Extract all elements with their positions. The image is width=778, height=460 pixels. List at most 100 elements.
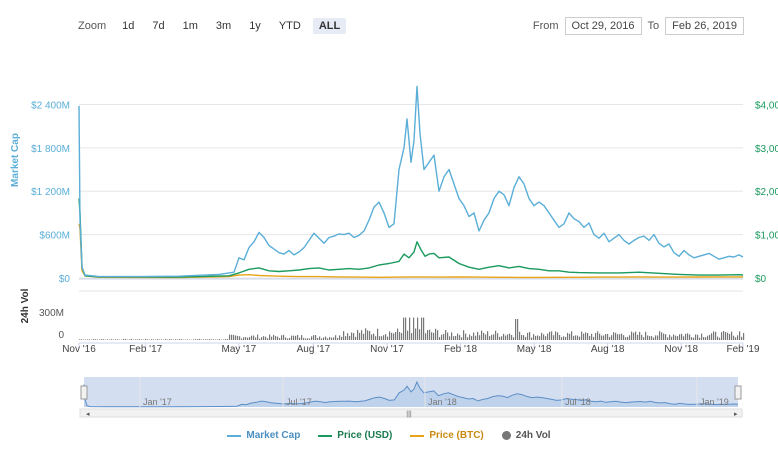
volume-bar (357, 329, 359, 340)
navigator-right-handle[interactable] (734, 385, 742, 400)
zoom-1y-button[interactable]: 1y (249, 20, 261, 32)
volume-bar (687, 333, 689, 340)
volume-bar (335, 335, 337, 340)
market-cap-swatch (227, 434, 242, 437)
volume-bar (339, 335, 341, 340)
zoom-1d-button[interactable]: 1d (122, 20, 135, 32)
volume-bar (275, 336, 277, 340)
volume-bar (737, 335, 739, 340)
volume-bar (375, 336, 377, 340)
volume-bar (265, 336, 267, 340)
volume-bar (631, 331, 633, 340)
y-left-tick-label: $600M (39, 231, 70, 242)
legend-item-market-cap[interactable]: Market Cap (227, 430, 300, 441)
volume-bar (161, 339, 163, 340)
volume-bar (251, 335, 253, 340)
volume-bar (425, 333, 427, 340)
volume-bar (633, 332, 635, 340)
volume-bar (197, 339, 199, 340)
zoom-ytd-button[interactable]: YTD (278, 20, 301, 32)
x-tick-label: Nov '17 (370, 344, 404, 355)
volume-bar (657, 335, 659, 340)
volume-bar (615, 332, 617, 340)
volume-axis-ticks: 300M 0 (39, 308, 64, 341)
y-right-tick-label: $3,00 (755, 144, 778, 155)
zoom-1m-button[interactable]: 1m (182, 20, 198, 32)
volume-bar (535, 335, 537, 340)
zoom-3m-button[interactable]: 3m (215, 20, 232, 32)
volume-bar (497, 333, 499, 340)
volume-bar (263, 336, 265, 340)
volume-bar (531, 337, 533, 340)
volume-bar (537, 335, 539, 340)
volume-bar (553, 335, 555, 340)
volume-bar (111, 339, 113, 340)
volume-bar (703, 337, 705, 340)
volume-bar (701, 333, 703, 340)
volume-bar (313, 335, 315, 340)
volume-bar (683, 336, 685, 340)
volume-bar (457, 333, 459, 340)
volume-bar (491, 334, 493, 340)
volume-bar (159, 339, 161, 340)
volume-bar (501, 336, 503, 340)
volume-bar (461, 337, 463, 340)
navigator-scrollbar[interactable] (79, 408, 743, 418)
navigator[interactable]: Jan '17 Jul '17 Jan '18 Jul '18 Jan '19 ◂ ▸ ||| (79, 377, 743, 418)
y-left-tick-label: $1 800M (31, 144, 70, 155)
zoom-7d-button[interactable]: 7d (152, 20, 165, 32)
volume-bar (677, 336, 679, 340)
volume-bar (331, 337, 333, 340)
volume-bar (547, 333, 549, 340)
legend-item-price-usd[interactable]: Price (USD) (318, 430, 392, 441)
volume-bar (583, 333, 585, 340)
volume-bar (439, 337, 441, 340)
navigator-left-handle[interactable] (80, 385, 88, 400)
y-right-tick-label: $0 (755, 274, 767, 285)
volume-bar (253, 335, 255, 340)
volume-bar (743, 333, 745, 340)
zoom-all-button[interactable]: ALL (312, 18, 347, 34)
volume-bar (419, 329, 421, 340)
volume-bar (511, 334, 513, 340)
volume-bar (483, 332, 485, 340)
volume-bar (437, 330, 439, 340)
volume-bar (573, 335, 575, 340)
volume-bar (623, 335, 625, 340)
volume-bar (679, 334, 681, 340)
legend-item-24h-vol[interactable]: 24h Vol (501, 430, 551, 441)
volume-bar (279, 338, 281, 340)
volume-bar (255, 337, 257, 340)
volume-bar (469, 334, 471, 340)
volume-bar (577, 335, 579, 340)
volume-bar (667, 337, 669, 340)
volume-bar (283, 334, 285, 340)
volume-bar (713, 331, 715, 340)
legend-label: Market Cap (246, 430, 301, 441)
from-date-input[interactable]: Oct 29, 2016 (564, 17, 642, 35)
volume-bar (359, 332, 361, 340)
volume-bar (219, 339, 221, 340)
legend-item-price-btc[interactable]: Price (BTC) (410, 430, 484, 441)
volume-bar (203, 339, 205, 340)
volume-bar (193, 339, 195, 340)
volume-bar (403, 317, 405, 340)
volume-bar (269, 334, 271, 340)
scroll-grip-icon: ||| (406, 411, 412, 418)
x-tick-label: Feb '19 (726, 344, 759, 355)
volume-bar (209, 339, 211, 340)
volume-bar (223, 339, 225, 340)
to-date-input[interactable]: Feb 26, 2019 (665, 17, 744, 35)
x-tick-label: Aug '17 (297, 344, 331, 355)
volume-bar (557, 332, 559, 340)
volume-bar (135, 339, 137, 340)
volume-bar (201, 339, 203, 340)
volume-bar (411, 333, 413, 340)
volume-bar (211, 339, 213, 340)
volume-bar (489, 336, 491, 340)
volume-bar (337, 338, 339, 340)
volume-bar (325, 336, 327, 340)
volume-bar (205, 339, 207, 340)
volume-bar (471, 336, 473, 340)
volume-bar (117, 339, 119, 340)
